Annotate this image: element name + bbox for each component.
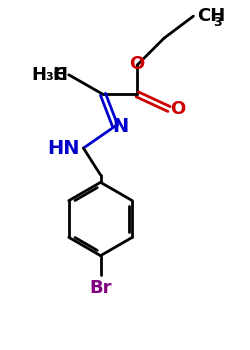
Text: 3: 3 (214, 16, 222, 29)
Text: H: H (52, 66, 68, 84)
Text: Br: Br (89, 279, 112, 297)
Text: H₃C: H₃C (32, 66, 68, 84)
Text: CH: CH (197, 7, 225, 25)
Text: O: O (130, 55, 145, 73)
Text: HN: HN (47, 139, 80, 158)
Text: O: O (170, 100, 185, 118)
Text: N: N (112, 117, 128, 135)
